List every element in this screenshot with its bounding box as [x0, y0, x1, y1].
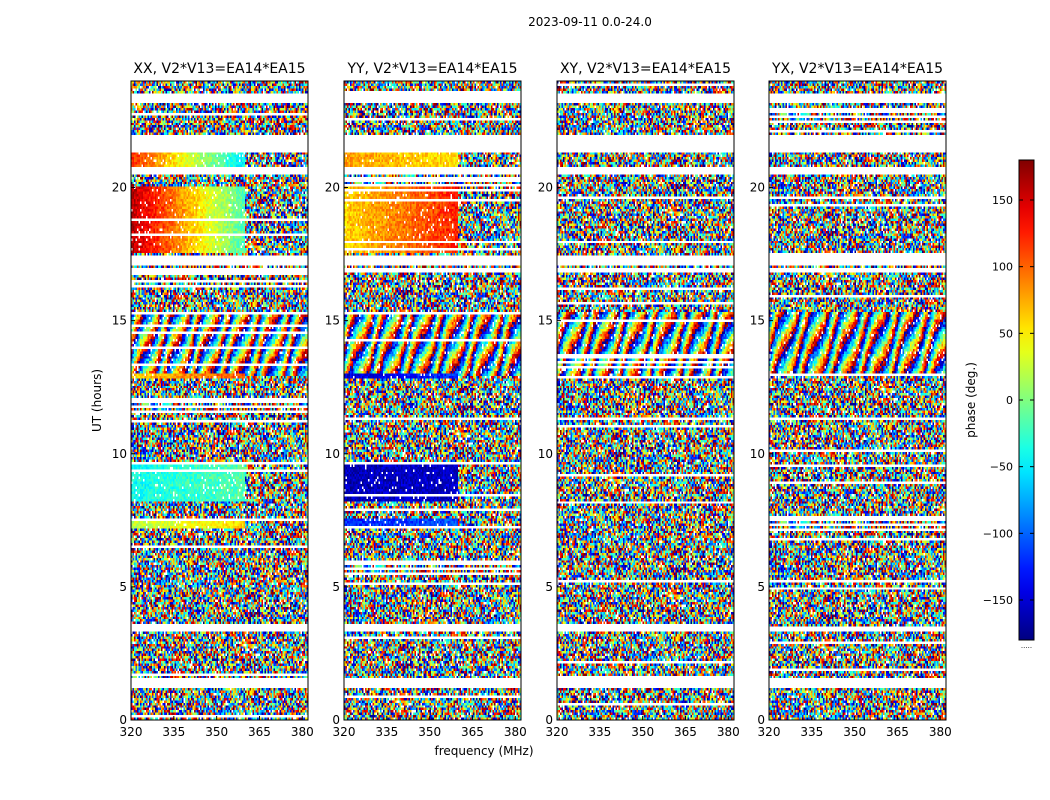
- y-tick-label: 10: [325, 447, 340, 461]
- heatmap-image-yy: [344, 81, 521, 720]
- panel-frame: [556, 80, 735, 721]
- y-tick-label: 10: [750, 447, 765, 461]
- x-tick-label: 380: [929, 725, 952, 739]
- x-tick-label: 350: [631, 725, 654, 739]
- colorbar-footnote: .....: [1021, 642, 1032, 650]
- x-tick-label: 335: [800, 725, 823, 739]
- x-tick-label: 335: [375, 725, 398, 739]
- y-tick-label: 20: [538, 181, 553, 195]
- y-tick-label: 5: [332, 580, 340, 594]
- y-tick-label: 0: [119, 713, 127, 727]
- x-tick-label: 380: [717, 725, 740, 739]
- x-tick-label: 350: [418, 725, 441, 739]
- y-tick-label: 15: [325, 314, 340, 328]
- x-tick-label: 320: [120, 725, 143, 739]
- y-tick-label: 20: [750, 181, 765, 195]
- colorbar-tick-label: 100: [992, 261, 1013, 274]
- panel-title: YX, V2*V13=EA14*EA15: [771, 61, 943, 77]
- panel-title: YY, V2*V13=EA14*EA15: [346, 61, 517, 77]
- y-tick-label: 10: [112, 447, 127, 461]
- heatmap-image-xy: [557, 81, 734, 720]
- heatmap-image-yx: [769, 81, 946, 720]
- x-tick-label: 320: [758, 725, 781, 739]
- heatmap-image-xx: [131, 81, 308, 720]
- x-tick-label: 365: [248, 725, 271, 739]
- colorbar-tick-label: −50: [990, 461, 1013, 474]
- y-tick-label: 5: [545, 580, 553, 594]
- colorbar-label: phase (deg.): [964, 362, 978, 438]
- panel-xy: XY, V2*V13=EA14*EA15 320 335 350 365 380 0 5 10 1…: [538, 61, 740, 739]
- colorbar-tick-label: −150: [983, 594, 1013, 607]
- y-tick-label: 10: [538, 447, 553, 461]
- panel-frame: [130, 80, 309, 721]
- y-tick-label: 0: [545, 713, 553, 727]
- panel-frame: [343, 80, 522, 721]
- panel-frame: [768, 80, 947, 721]
- figure-title: 2023-09-11 0.0-24.0: [528, 15, 652, 29]
- y-tick-label: 15: [538, 314, 553, 328]
- y-tick-label: 0: [332, 713, 340, 727]
- panel-yy: YY, V2*V13=EA14*EA15 320 335 350 365 380 0 5 10 1…: [325, 61, 527, 739]
- y-tick-label: 20: [325, 181, 340, 195]
- y-tick-label: 15: [112, 314, 127, 328]
- x-tick-label: 320: [546, 725, 569, 739]
- panels-group: XX, V2*V13=EA14*EA15 320 335 350 365 380 0 5 10 1…: [90, 61, 952, 739]
- y-axis-label: UT (hours): [90, 369, 104, 432]
- x-tick-label: 350: [205, 725, 228, 739]
- y-tick-label: 5: [119, 580, 127, 594]
- y-tick-label: 20: [112, 181, 127, 195]
- y-tick-label: 5: [757, 580, 765, 594]
- colorbar-tick-label: 50: [999, 327, 1013, 340]
- colorbar-tick-label: 0: [1006, 394, 1013, 407]
- x-tick-label: 380: [291, 725, 314, 739]
- x-tick-label: 335: [162, 725, 185, 739]
- colorbar-tick-label: 150: [992, 194, 1013, 207]
- x-tick-label: 365: [461, 725, 484, 739]
- panel-title: XY, V2*V13=EA14*EA15: [560, 61, 731, 77]
- panel-xx: XX, V2*V13=EA14*EA15 320 335 350 365 380 0 5 10 1…: [90, 61, 314, 739]
- y-tick-label: 0: [757, 713, 765, 727]
- y-tick-label: 15: [750, 314, 765, 328]
- x-tick-label: 350: [843, 725, 866, 739]
- x-tick-label: 365: [674, 725, 697, 739]
- panel-yx: YX, V2*V13=EA14*EA15 320 335 350 365 380 0 5 10 1…: [750, 61, 952, 739]
- x-tick-label: 365: [886, 725, 909, 739]
- colorbar: 150 100 50 0 −50 −100 −150 phase (deg.).....: [964, 159, 1035, 650]
- colorbar-tick-label: −100: [983, 527, 1013, 540]
- x-tick-label: 335: [588, 725, 611, 739]
- x-tick-label: 380: [504, 725, 527, 739]
- x-axis-label: frequency (MHz): [434, 744, 533, 758]
- panel-title: XX, V2*V13=EA14*EA15: [133, 61, 305, 77]
- x-tick-label: 320: [333, 725, 356, 739]
